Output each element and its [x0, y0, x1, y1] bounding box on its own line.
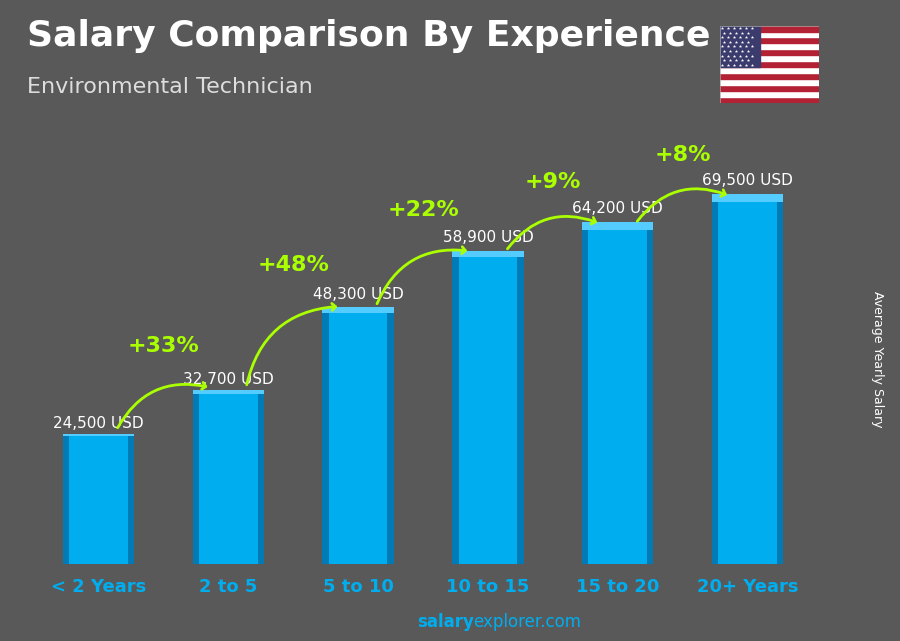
Text: 24,500 USD: 24,500 USD: [53, 417, 144, 431]
Text: 69,500 USD: 69,500 USD: [702, 172, 793, 188]
Text: +9%: +9%: [525, 172, 581, 192]
Bar: [128, 437, 134, 564]
Text: +8%: +8%: [654, 145, 711, 165]
Text: 48,300 USD: 48,300 USD: [312, 287, 403, 303]
Text: explorer.com: explorer.com: [473, 613, 581, 631]
Text: Salary Comparison By Experience: Salary Comparison By Experience: [27, 19, 710, 53]
Text: +22%: +22%: [387, 200, 459, 220]
Bar: [582, 229, 589, 564]
Bar: [387, 313, 394, 564]
Bar: [720, 85, 819, 91]
Bar: [69, 437, 128, 564]
Bar: [452, 251, 524, 257]
Bar: [720, 67, 819, 73]
Bar: [720, 73, 819, 79]
Bar: [720, 37, 819, 44]
Bar: [257, 394, 264, 564]
Bar: [777, 202, 783, 564]
Bar: [589, 229, 647, 564]
Bar: [720, 91, 819, 97]
Text: 32,700 USD: 32,700 USD: [183, 372, 274, 387]
Text: +33%: +33%: [128, 337, 199, 356]
Bar: [720, 97, 819, 103]
Bar: [193, 394, 199, 564]
Bar: [720, 49, 819, 55]
Bar: [720, 61, 819, 67]
Bar: [322, 313, 328, 564]
Bar: [518, 257, 524, 564]
Bar: [452, 257, 459, 564]
Bar: [647, 229, 653, 564]
Text: +48%: +48%: [257, 255, 329, 275]
Bar: [720, 31, 819, 37]
Bar: [720, 26, 819, 31]
Bar: [712, 194, 783, 202]
Bar: [322, 307, 394, 313]
Text: Average Yearly Salary: Average Yearly Salary: [871, 291, 884, 427]
Bar: [459, 257, 518, 564]
Text: salary: salary: [417, 613, 473, 631]
Text: 58,900 USD: 58,900 USD: [443, 230, 534, 245]
Bar: [199, 394, 257, 564]
Bar: [712, 202, 718, 564]
Bar: [63, 434, 134, 437]
Bar: [328, 313, 387, 564]
Bar: [720, 26, 760, 67]
Bar: [718, 202, 777, 564]
Bar: [582, 222, 653, 229]
Text: Environmental Technician: Environmental Technician: [27, 77, 313, 97]
Bar: [720, 55, 819, 61]
Text: 64,200 USD: 64,200 USD: [572, 201, 663, 217]
Bar: [720, 44, 819, 49]
Bar: [720, 79, 819, 85]
Bar: [193, 390, 264, 394]
Bar: [63, 437, 69, 564]
